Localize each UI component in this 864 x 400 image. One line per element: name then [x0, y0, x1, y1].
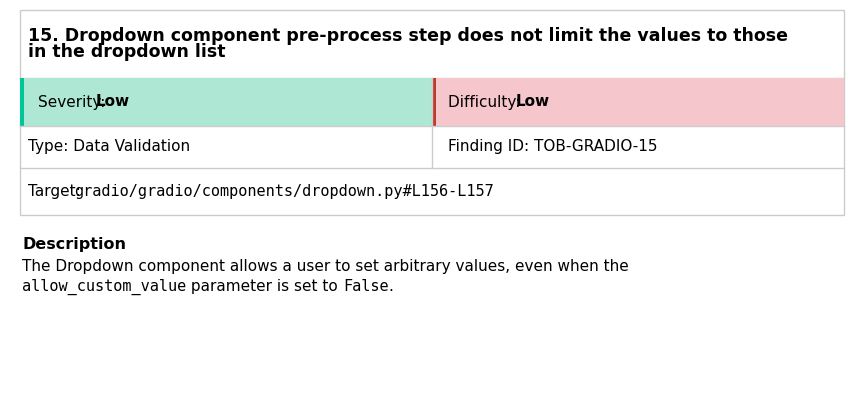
Text: allow_custom_value: allow_custom_value: [22, 279, 187, 295]
Text: 15. Dropdown component pre-process step does not limit the values to those: 15. Dropdown component pre-process step …: [28, 27, 788, 45]
Text: gradio/gradio/components/dropdown.py#L156-L157: gradio/gradio/components/dropdown.py#L15…: [74, 184, 493, 199]
Text: Finding ID: TOB-GRADIO-15: Finding ID: TOB-GRADIO-15: [448, 140, 658, 154]
Bar: [20, 78, 24, 126]
Text: Target:: Target:: [28, 184, 86, 199]
Text: Severity:: Severity:: [38, 94, 111, 110]
Bar: [20, 78, 432, 126]
Text: False: False: [343, 279, 389, 294]
Text: in the dropdown list: in the dropdown list: [28, 43, 226, 61]
Text: Low: Low: [96, 94, 130, 110]
Text: Type: Data Validation: Type: Data Validation: [28, 140, 190, 154]
Text: parameter is set to: parameter is set to: [187, 279, 343, 294]
Text: .: .: [389, 279, 393, 294]
Text: The Dropdown component allows a user to set arbitrary values, even when the: The Dropdown component allows a user to …: [22, 259, 629, 274]
Bar: [432, 78, 844, 126]
Bar: [432, 78, 436, 126]
Text: Difficulty:: Difficulty:: [448, 94, 525, 110]
Text: Description: Description: [22, 237, 126, 252]
Bar: [20, 10, 844, 215]
Text: Low: Low: [516, 94, 550, 110]
